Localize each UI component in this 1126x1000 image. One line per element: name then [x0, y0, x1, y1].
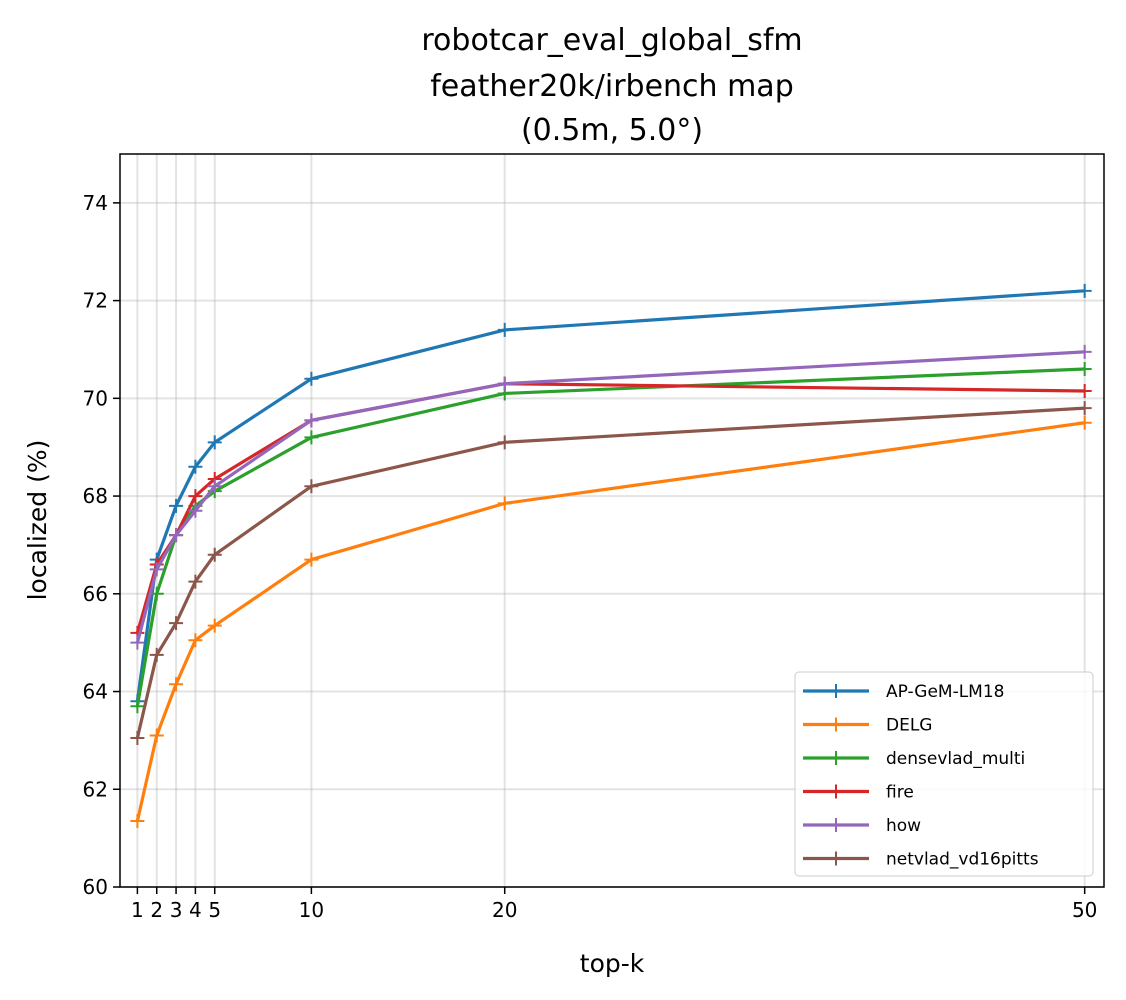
data-point [207, 547, 222, 562]
legend-entry: densevlad_multi [803, 749, 1025, 769]
legend-label: AP-GeM-LM18 [886, 682, 1004, 702]
legend-label: densevlad_multi [886, 749, 1025, 769]
legend-label: how [886, 816, 921, 836]
legend-marker [829, 717, 843, 732]
data-point [304, 413, 319, 428]
data-point [1077, 283, 1092, 298]
series-line [135, 406, 1085, 739]
data-point [1077, 362, 1092, 377]
plot-frame [119, 153, 1105, 888]
data-point [497, 435, 512, 450]
data-point [149, 647, 164, 662]
legend-marker [829, 818, 843, 832]
y-axis-ticks: 60 62 64 66 68 70 72 74 [83, 191, 120, 899]
series-delg [130, 415, 1092, 829]
data-point [207, 435, 222, 450]
x-tick-label: 50 [1072, 898, 1097, 922]
y-tick-label: 68 [83, 484, 108, 508]
data-point [207, 479, 222, 494]
chart-title: robotcar_eval_global_sfm feather20k/irbe… [421, 23, 802, 148]
x-tick-label: 4 [189, 898, 202, 922]
y-tick-label: 70 [83, 386, 108, 410]
y-axis-label: localized (%) [23, 440, 52, 601]
x-tick-label: 1 [131, 898, 144, 922]
data-point [149, 586, 164, 601]
data-point [188, 574, 203, 589]
series-line [135, 289, 1085, 702]
x-axis-label: top-k [580, 949, 645, 978]
chart-title-line-2: feather20k/irbench map [430, 69, 794, 104]
legend-entry: fire [803, 783, 914, 803]
series-line [135, 421, 1085, 822]
x-tick-label: 3 [170, 898, 183, 922]
y-tick-label: 72 [83, 289, 108, 313]
chart-title-line-3: (0.5m, 5.0°) [521, 113, 703, 148]
legend-entry: DELG [803, 716, 932, 736]
legend-entry: netvlad_vd16pitts [803, 850, 1039, 870]
data-point [207, 618, 222, 633]
x-axis-ticks: 1 2 3 4 5 10 20 50 [131, 887, 1097, 922]
data-point [304, 479, 319, 494]
y-tick-label: 74 [83, 191, 108, 215]
data-point [304, 430, 319, 445]
legend-marker [829, 784, 843, 799]
data-point [130, 635, 145, 650]
data-point [188, 489, 203, 504]
series-line [135, 350, 1085, 644]
x-tick-label: 2 [150, 898, 163, 922]
x-tick-label: 5 [208, 898, 221, 922]
data-point [497, 496, 512, 511]
legend-label: fire [886, 783, 914, 803]
grid [120, 154, 1104, 888]
data-point [188, 633, 203, 648]
data-point [1077, 401, 1092, 416]
data-point [169, 677, 184, 692]
data-point [188, 503, 203, 518]
data-point [304, 552, 319, 567]
data-point [1077, 415, 1092, 430]
data-point [130, 730, 145, 745]
series-netvlad-vd16pitts [130, 401, 1092, 745]
data-point [1077, 384, 1092, 399]
legend-marker [829, 851, 843, 866]
series-line [135, 367, 1085, 707]
legend-marker [829, 684, 843, 698]
legend-label: netvlad_vd16pitts [886, 850, 1039, 870]
data-point [169, 616, 184, 631]
y-tick-label: 66 [83, 582, 108, 606]
legend-entry: AP-GeM-LM18 [803, 682, 1004, 702]
data-point [1077, 344, 1092, 359]
x-tick-label: 10 [299, 898, 324, 922]
x-tick-label: 20 [492, 898, 517, 922]
series-how [130, 344, 1092, 650]
y-tick-label: 60 [83, 875, 108, 899]
y-tick-label: 64 [83, 680, 108, 704]
data-point [188, 459, 203, 474]
legend-marker [829, 751, 843, 765]
data-point [130, 814, 145, 829]
legend-entry: how [803, 816, 921, 836]
y-tick-label: 62 [83, 777, 108, 801]
series-lines [130, 283, 1092, 829]
data-point [169, 528, 184, 543]
legend-label: DELG [886, 716, 932, 736]
data-point [149, 562, 164, 577]
data-point [169, 498, 184, 513]
chart-title-line-1: robotcar_eval_global_sfm [421, 23, 802, 58]
data-point [130, 699, 145, 714]
data-point [304, 371, 319, 386]
data-point [149, 728, 164, 743]
data-point [497, 376, 512, 391]
legend-box [794, 671, 1094, 877]
data-point [497, 322, 512, 337]
